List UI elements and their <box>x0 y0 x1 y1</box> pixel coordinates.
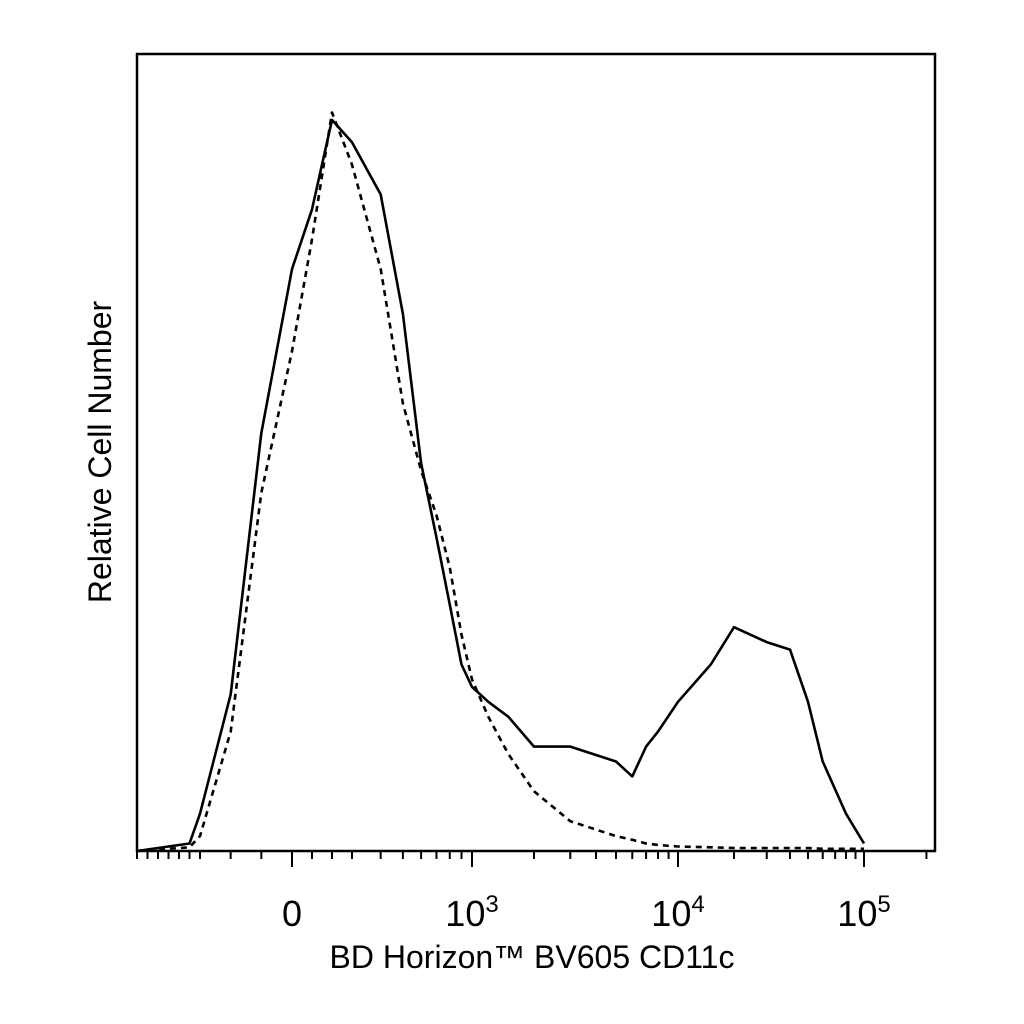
x-axis-label: BD Horizon™ BV605 CD11c <box>330 939 735 975</box>
series-line-solid <box>136 118 866 853</box>
plot-frame <box>135 52 937 853</box>
x-tick-label: 104 <box>651 891 704 934</box>
x-tick-label: 103 <box>445 891 498 934</box>
x-axis-ticks <box>136 851 928 867</box>
x-tick-label: 105 <box>837 891 890 934</box>
series-line-dashed <box>136 111 864 853</box>
x-tick-label: 0 <box>282 893 302 934</box>
x-axis-tick-labels: 0 103 104 105 <box>282 891 891 934</box>
series-layer <box>136 111 866 853</box>
y-axis-label: Relative Cell Number <box>82 300 118 603</box>
